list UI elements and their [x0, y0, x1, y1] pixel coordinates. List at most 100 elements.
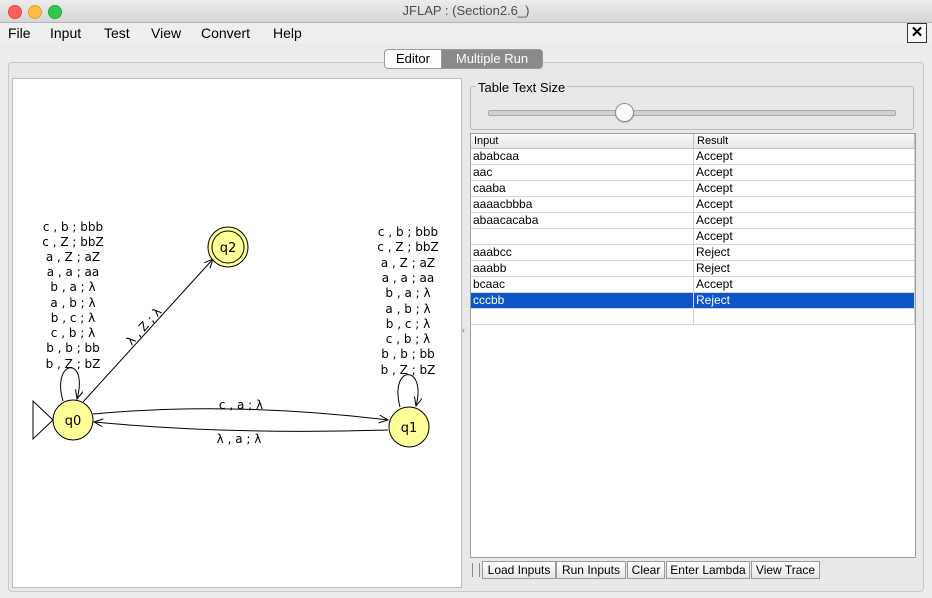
input-cell[interactable]: aac [471, 164, 694, 181]
result-cell[interactable]: Reject [693, 244, 915, 261]
menu-help[interactable]: Help [273, 25, 302, 41]
result-cell[interactable]: Accept [693, 228, 915, 245]
loop-label: b , b ; bb [46, 341, 100, 355]
loop-label: b , Z ; bZ [381, 363, 436, 377]
loop-q0-labels: c , b ; bbb c , Z ; bbZ a , Z ; aZ a , a… [42, 220, 103, 371]
input-cell[interactable]: aaaacbbba [471, 196, 694, 213]
state-q0[interactable] [52, 399, 94, 441]
input-cell[interactable]: cccbb [471, 292, 694, 309]
menu-convert[interactable]: Convert [201, 25, 251, 41]
loop-label: a , b ; λ [50, 296, 95, 310]
enter-lambda-button[interactable]: Enter Lambda [666, 561, 750, 579]
close-tab-button[interactable]: ✕ [907, 23, 927, 43]
table-row[interactable]: abaacacaba Accept [471, 212, 915, 229]
zoom-window-button[interactable] [48, 5, 62, 19]
input-cell[interactable]: ababcaa [471, 148, 694, 165]
loop-label: b , c ; λ [386, 317, 430, 331]
table-row[interactable]: aac Accept [471, 164, 915, 181]
loop-label: a , a ; aa [47, 265, 100, 279]
edge-q0-q2 [82, 259, 213, 403]
split-divider-handle[interactable]: ‹ [462, 325, 465, 335]
table-row[interactable]: aaabcc Reject [471, 244, 915, 261]
loop-label: b , Z ; bZ [46, 357, 101, 371]
edge-q1-q0-label: λ , a ; λ [217, 432, 262, 446]
table-row[interactable]: ababcaa Accept [471, 148, 915, 165]
table-row[interactable]: cccbb Reject [471, 292, 915, 309]
table-row[interactable]: aaabb Reject [471, 260, 915, 277]
column-header-result[interactable]: Result [693, 134, 915, 149]
table-row[interactable]: Accept [471, 228, 915, 245]
toolbar-grip[interactable] [472, 563, 480, 577]
loop-label: c , b ; bbb [43, 220, 103, 234]
loop-label: c , b ; bbb [378, 225, 438, 239]
table-text-size-group [470, 86, 914, 130]
text-size-slider-track[interactable] [488, 110, 896, 116]
input-cell[interactable]: abaacacaba [471, 212, 694, 229]
result-cell[interactable]: Accept [693, 180, 915, 197]
input-cell[interactable]: caaba [471, 180, 694, 197]
input-cell[interactable]: aaabb [471, 260, 694, 277]
initial-state-marker [32, 399, 54, 441]
result-cell[interactable]: Accept [693, 148, 915, 165]
close-window-button[interactable] [8, 5, 22, 19]
results-table: Input Result ababcaa Accept aac Accept caaba… [471, 134, 915, 325]
loop-label: c , Z ; bbZ [377, 240, 438, 254]
text-size-slider-thumb[interactable] [615, 103, 634, 122]
state-q0-label: q0 [65, 414, 82, 429]
result-cell[interactable]: Accept [693, 196, 915, 213]
table-text-size-label: Table Text Size [476, 80, 568, 95]
loop-label: b , a ; λ [385, 286, 430, 300]
table-row[interactable]: caaba Accept [471, 180, 915, 197]
menu-test[interactable]: Test [104, 25, 130, 41]
menu-view[interactable]: View [151, 25, 182, 41]
edge-q0-q2-label: λ , Z ; λ [124, 305, 165, 348]
result-cell[interactable]: Reject [693, 260, 915, 277]
loop-label: a , b ; λ [385, 302, 430, 316]
loop-label: b , b ; bb [381, 347, 435, 361]
table-row[interactable] [471, 308, 915, 325]
menu-input[interactable]: Input [50, 25, 82, 41]
loop-label: b , c ; λ [51, 311, 95, 325]
result-cell[interactable]: Accept [693, 212, 915, 229]
edge-q1-q0 [94, 422, 389, 432]
loop-label: a , Z ; aZ [46, 250, 100, 264]
loop-label: c , Z ; bbZ [42, 235, 103, 249]
loop-label: c , b ; λ [386, 332, 430, 346]
load-inputs-button[interactable]: Load Inputs [482, 561, 556, 579]
result-cell[interactable]: Accept [693, 276, 915, 293]
clear-button[interactable]: Clear [627, 561, 665, 579]
loop-q0 [60, 367, 80, 402]
loop-q1 [397, 374, 418, 407]
result-cell[interactable]: Reject [693, 292, 915, 309]
input-cell[interactable] [471, 308, 694, 325]
menu-bar: File Input Test View Convert Help [0, 23, 932, 44]
table-row[interactable]: aaaacbbba Accept [471, 196, 915, 213]
state-q2-label: q2 [220, 241, 237, 256]
result-cell[interactable]: Accept [693, 164, 915, 181]
view-trace-button[interactable]: View Trace [751, 561, 820, 579]
title-bar: JFLAP : (Section2.6_) [0, 0, 932, 23]
table-row[interactable]: bcaac Accept [471, 276, 915, 293]
results-table-container: Input Result ababcaa Accept aac Accept caaba… [470, 133, 916, 558]
edge-q0-q1 [92, 408, 388, 420]
run-inputs-button[interactable]: Run Inputs [556, 561, 626, 579]
loop-q1-labels: c , b ; bbb c , Z ; bbZ a , Z ; aZ a , a… [377, 225, 438, 377]
state-q1[interactable] [388, 406, 430, 448]
input-cell[interactable]: bcaac [471, 276, 694, 293]
tab-multiple-run[interactable]: Multiple Run [441, 49, 543, 69]
minimize-window-button[interactable] [28, 5, 42, 19]
result-cell[interactable] [693, 308, 915, 325]
menu-file[interactable]: File [8, 25, 31, 41]
input-cell[interactable]: aaabcc [471, 244, 694, 261]
state-q1-label: q1 [401, 421, 418, 436]
input-cell[interactable] [471, 228, 694, 245]
state-q2[interactable] [207, 226, 249, 268]
column-header-input[interactable]: Input [471, 134, 694, 149]
automaton-canvas[interactable]: q0 q1 q2 λ , Z ; λ c , a ; λ λ , a ; λ c… [12, 78, 462, 588]
window-title: JFLAP : (Section2.6_) [402, 3, 530, 18]
loop-label: c , b ; λ [51, 326, 95, 340]
loop-label: a , Z ; aZ [381, 256, 435, 270]
edge-q0-q1-label: c , a ; λ [219, 398, 263, 412]
tab-editor[interactable]: Editor [384, 49, 441, 69]
loop-label: a , a ; aa [382, 271, 435, 285]
